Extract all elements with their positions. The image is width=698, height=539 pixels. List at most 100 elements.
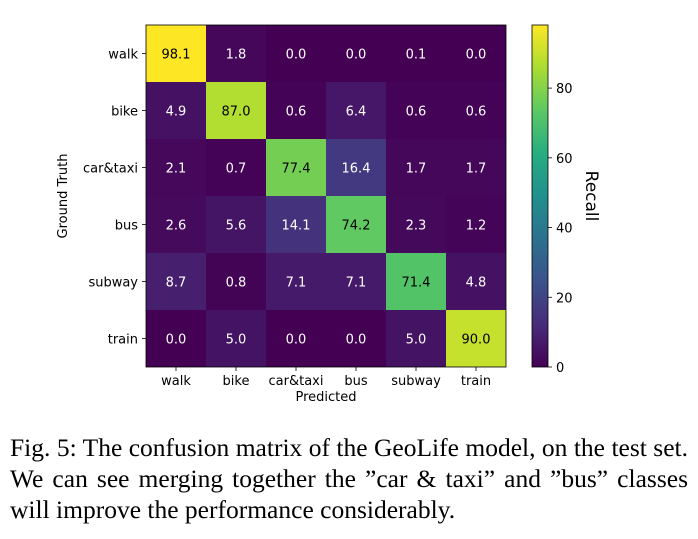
colorbar-tick-label: 60 <box>556 152 573 167</box>
heatmap-cell <box>446 139 506 196</box>
cell-value-label: 0.6 <box>406 105 427 120</box>
y-tick-label: car&taxi <box>83 162 138 177</box>
cell-value-label: 0.0 <box>166 333 187 348</box>
heatmap-cell <box>326 25 386 82</box>
y-tick-label: bus <box>115 219 138 234</box>
cell-value-label: 1.8 <box>226 48 247 63</box>
colorbar-tick-label: 0 <box>556 361 564 376</box>
heatmap-cell <box>386 82 446 139</box>
cell-value-label: 77.4 <box>282 162 311 177</box>
cell-value-label: 0.0 <box>286 48 307 63</box>
cell-value-label: 14.1 <box>282 219 311 234</box>
heatmap-cell <box>266 310 326 367</box>
x-tick-label: subway <box>391 374 441 389</box>
heatmap-cell <box>326 253 386 310</box>
heatmap-cell <box>206 139 266 196</box>
cell-value-label: 5.6 <box>226 219 247 234</box>
y-tick-label: bike <box>111 105 138 120</box>
y-tick-label: walk <box>108 48 138 63</box>
cell-value-label: 2.6 <box>166 219 187 234</box>
cell-value-label: 7.1 <box>286 276 307 291</box>
cell-value-label: 4.9 <box>166 105 187 120</box>
cell-value-label: 0.0 <box>346 48 367 63</box>
x-axis-title: Predicted <box>295 390 356 405</box>
heatmap-cell <box>326 310 386 367</box>
figure-caption: Fig. 5: The confusion matrix of the GeoL… <box>10 433 688 524</box>
heatmap-cell <box>326 82 386 139</box>
x-tick-label: train <box>461 374 491 389</box>
heatmap-cell <box>386 196 446 253</box>
heatmap-cell <box>386 310 446 367</box>
heatmap-cells <box>145 24 507 368</box>
heatmap-cell <box>386 139 446 196</box>
confusion-matrix-chart: 98.1 1.8 0.0 0.0 0.1 0.0 4.9 87.0 0.6 6.4 0.6 0.6 2.… <box>56 24 601 405</box>
cell-value-label: 2.1 <box>166 162 187 177</box>
heatmap-cell <box>146 25 206 82</box>
cell-value-label: 74.2 <box>342 219 371 234</box>
cell-value-label: 1.7 <box>466 162 487 177</box>
heatmap-cell <box>446 82 506 139</box>
cell-value-label: 2.3 <box>406 219 427 234</box>
x-tick-label: bike <box>223 374 250 389</box>
heatmap-cell <box>206 310 266 367</box>
heatmap-cell <box>146 253 206 310</box>
heatmap-cell <box>146 196 206 253</box>
cell-value-label: 1.2 <box>466 219 487 234</box>
heatmap-cell <box>146 82 206 139</box>
cell-value-label: 7.1 <box>346 276 367 291</box>
y-tick-label: train <box>108 333 138 348</box>
cell-value-label: 5.0 <box>406 333 427 348</box>
cell-value-label: 6.4 <box>346 105 367 120</box>
heatmap-cell <box>266 196 326 253</box>
cell-value-label: 87.0 <box>222 105 251 120</box>
y-axis-title: Ground Truth <box>56 154 71 239</box>
heatmap-cell <box>446 310 506 367</box>
heatmap-cell <box>386 25 446 82</box>
heatmap-cell <box>446 25 506 82</box>
colorbar-tick-label: 80 <box>556 82 573 97</box>
confusion-matrix-figure: 98.1 1.8 0.0 0.0 0.1 0.0 4.9 87.0 0.6 6.4 0.6 0.6 2.… <box>56 24 601 405</box>
colorbar-tick-label: 40 <box>556 222 573 237</box>
cell-value-label: 4.8 <box>466 276 487 291</box>
heatmap-cell-labels: 98.1 1.8 0.0 0.0 0.1 0.0 4.9 87.0 0.6 6.4 0.6 0.6 2.… <box>162 48 491 348</box>
cell-value-label: 0.0 <box>286 333 307 348</box>
heatmap-cell <box>386 253 446 310</box>
heatmap-cell <box>446 253 506 310</box>
plot-frame <box>145 24 507 368</box>
cell-value-label: 71.4 <box>402 276 431 291</box>
heatmap-cell <box>266 25 326 82</box>
y-tick-label: subway <box>88 276 138 291</box>
cell-value-label: 0.8 <box>226 276 247 291</box>
cell-value-label: 1.7 <box>406 162 427 177</box>
colorbar-title: Recall <box>581 171 601 222</box>
cell-value-label: 0.1 <box>406 48 427 63</box>
heatmap-cell <box>326 196 386 253</box>
heatmap-cell <box>266 253 326 310</box>
x-tick-label: car&taxi <box>269 374 324 389</box>
heatmap-cell <box>206 253 266 310</box>
heatmap-cell <box>206 82 266 139</box>
heatmap-cell <box>266 139 326 196</box>
heatmap-cell <box>146 310 206 367</box>
cell-value-label: 0.7 <box>226 162 247 177</box>
y-axis: walk bike car&taxi bus subway train <box>83 48 146 348</box>
colorbar-ticks: 0 20 40 60 80 <box>548 82 573 376</box>
heatmap-cell <box>206 25 266 82</box>
cell-value-label: 16.4 <box>342 162 371 177</box>
cell-value-label: 0.6 <box>466 105 487 120</box>
x-axis: walk bike car&taxi bus subway train <box>161 367 491 389</box>
x-tick-label: walk <box>161 374 191 389</box>
cell-value-label: 0.0 <box>466 48 487 63</box>
cell-value-label: 90.0 <box>462 333 491 348</box>
cell-value-label: 0.6 <box>286 105 307 120</box>
colorbar <box>531 24 549 368</box>
heatmap-cell <box>326 139 386 196</box>
cell-value-label: 0.0 <box>346 333 367 348</box>
x-tick-label: bus <box>344 374 367 389</box>
cell-value-label: 98.1 <box>162 48 191 63</box>
cell-value-label: 8.7 <box>166 276 187 291</box>
heatmap-cell <box>146 139 206 196</box>
heatmap-cell <box>446 196 506 253</box>
heatmap-cell <box>266 82 326 139</box>
heatmap-cell <box>206 196 266 253</box>
